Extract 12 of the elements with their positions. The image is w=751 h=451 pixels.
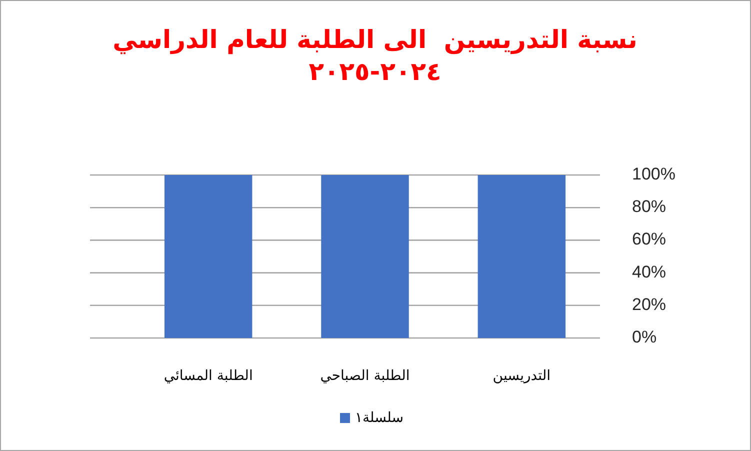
chart-title: نسبة التدريسين الى الطلبة للعام الدراسي ٢٠٢٤-٢٠٢٥	[112, 24, 638, 88]
x-tick-label: الطلبة الصباحي	[320, 368, 410, 384]
y-tick-label: 100%	[632, 164, 676, 184]
y-tick-label: 0%	[632, 327, 657, 346]
x-tick-label: التدريسين	[492, 368, 551, 384]
legend-label: سلسلة١	[355, 410, 404, 426]
y-tick-label: 40%	[632, 262, 666, 282]
y-tick-label: 20%	[632, 294, 666, 314]
y-tick-label: 80%	[632, 197, 666, 216]
x-tick-label: الطلبة المسائي	[164, 368, 253, 384]
legend: سلسلة١	[340, 410, 404, 426]
y-tick-label: 60%	[632, 230, 666, 249]
